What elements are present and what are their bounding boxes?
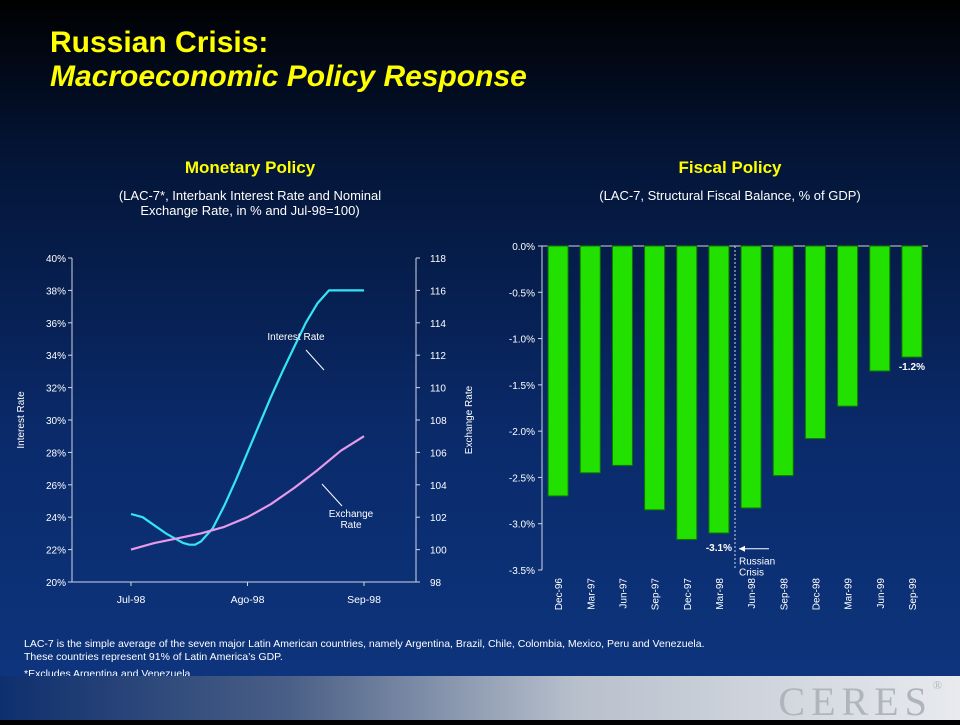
y-tick-label: -2.0% [509,427,535,438]
right-tick-label: 106 [430,448,447,459]
slide-title: Russian Crisis: Macroeconomic Policy Res… [50,26,527,94]
bar [804,245,826,440]
bottom-bar [0,676,960,720]
left-tick-label: 28% [46,448,66,459]
ceres-logo: CERES® [778,678,942,725]
logo-text: CERES [778,679,933,724]
left-tick-label: 40% [46,254,66,265]
footer-line1: LAC-7 is the simple average of the seven… [24,638,705,650]
bar [869,245,891,372]
x-tick-label: Sep-98 [347,594,381,606]
right-tick-label: 116 [430,286,446,297]
russian-crisis-label-line2: Crisis [739,568,764,579]
y-tick-label: -3.5% [509,566,535,577]
data-label: -3.1% [706,543,732,554]
left-tick-label: 36% [46,319,66,330]
right-tick-label: 100 [430,546,447,557]
x-tick-label: Jun-97 [618,578,629,609]
x-tick-label: Dec-96 [554,578,565,611]
left-tick-label: 30% [46,416,66,427]
monetary-subtitle-line2: Exchange Rate, in % and Jul-98=100) [140,203,360,218]
exchange-rate-line [130,435,365,551]
right-tick-label: 104 [430,481,447,492]
right-tick-label: 108 [430,416,447,427]
right-axis-title: Exchange Rate [464,385,475,454]
left-tick-label: 24% [46,513,66,524]
title-line1: Russian Crisis: [50,26,269,59]
x-tick-label: Dec-97 [683,578,694,611]
x-tick-label: Sep-99 [908,578,919,611]
bar [740,245,762,509]
russian-crisis-arrowhead [739,545,745,552]
bar [837,245,859,407]
y-tick-label: -1.5% [509,381,535,392]
data-label: -1.2% [899,362,925,373]
monetary-subtitle-line1: (LAC-7*, Interbank Interest Rate and Nom… [118,188,382,203]
x-tick-label: Mar-99 [844,578,855,610]
y-tick-label: -3.0% [509,520,535,531]
monetary-chart: 20% 22% 24% 26% 28% 30% 32% 34% 36% 38% 40% 98 100 10… [16,254,475,606]
bar [644,245,666,511]
x-tick-label: Jun-99 [876,578,887,609]
fiscal-chart: 0.0% -0.5% -1.0% -1.5% -2.0% -2.5% -3.0% -3.5% D… [509,242,928,611]
right-tick-label: 114 [430,319,446,330]
bar [708,245,730,534]
left-tick-label: 34% [46,351,66,362]
fiscal-subtitle: (LAC-7, Structural Fiscal Balance, % of … [599,188,861,203]
interest-rate-pointer [305,349,325,371]
right-tick-label: 110 [430,384,446,395]
exchange-rate-pointer [321,483,343,507]
left-tick-label: 32% [46,384,66,395]
bar [772,245,794,477]
x-tick-label: Mar-98 [715,578,726,610]
x-tick-label: Sep-97 [651,578,662,611]
logo-registered-mark: ® [932,678,942,692]
footer-line2: These countries represent 91% of Latin A… [24,651,283,663]
bar [579,245,601,474]
monetary-heading: Monetary Policy [184,158,316,177]
left-axis-title: Interest Rate [16,391,27,449]
monetary-subtitle: (LAC-7*, Interbank Interest Rate and Nom… [40,188,460,218]
left-tick-label: 20% [46,578,66,589]
interest-rate-label: Interest Rate [267,332,325,343]
footer: LAC-7 is the simple average of the seven… [24,638,924,681]
bar [611,245,633,466]
right-tick-label: 112 [430,351,446,362]
x-tick-label: Jul-98 [117,594,146,606]
right-tick-label: 98 [430,578,442,589]
bar [676,245,698,540]
exchange-rate-label-line1: Exchange [329,509,374,520]
russian-crisis-label-line1: Russian [739,557,775,568]
x-tick-label: Mar-97 [586,578,597,610]
title-line2: Macroeconomic Policy Response [50,60,527,93]
x-tick-label: Ago-98 [231,594,265,606]
interest-rate-line [130,289,364,546]
x-tick-label: Jun-98 [747,578,758,609]
x-tick-label: Sep-98 [779,578,790,611]
left-tick-label: 26% [46,481,66,492]
x-tick-label: Dec-98 [811,578,822,611]
y-tick-label: -1.0% [509,335,535,346]
exchange-rate-label-line2: Rate [340,520,362,531]
bar [547,245,569,497]
fiscal-heading: Fiscal Policy [678,158,782,177]
left-tick-label: 22% [46,546,66,557]
y-tick-label: -0.5% [509,288,535,299]
right-tick-label: 102 [430,513,447,524]
y-tick-label: 0.0% [512,242,535,253]
left-tick-label: 38% [46,286,66,297]
right-tick-label: 118 [430,254,446,265]
bar [901,245,923,358]
y-tick-label: -2.5% [509,473,535,484]
